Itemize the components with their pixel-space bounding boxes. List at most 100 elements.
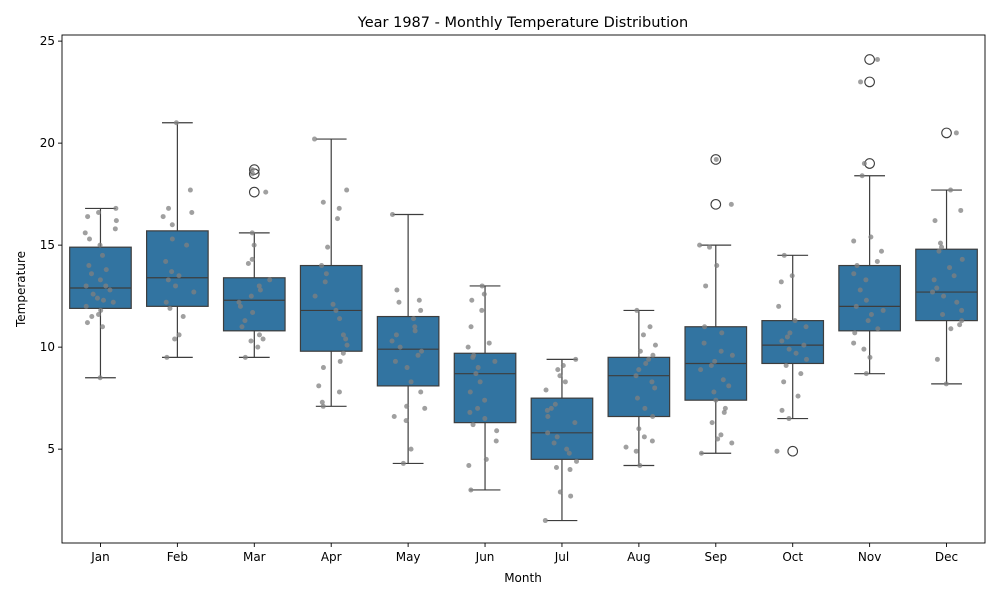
observation-point bbox=[393, 332, 399, 338]
box-sep bbox=[684, 154, 748, 454]
observation-point bbox=[316, 383, 322, 389]
observation-point bbox=[97, 375, 103, 381]
observation-point bbox=[320, 199, 326, 205]
iqr-box bbox=[222, 277, 286, 332]
observation-point bbox=[934, 285, 940, 291]
observation-point bbox=[555, 367, 561, 373]
observation-point bbox=[637, 348, 643, 354]
box-mar bbox=[222, 164, 286, 358]
x-tick-label: Dec bbox=[935, 550, 958, 564]
observation-point bbox=[110, 299, 116, 305]
observation-point bbox=[718, 348, 724, 354]
observation-point bbox=[256, 332, 262, 338]
box-jul bbox=[530, 358, 594, 522]
observation-point bbox=[852, 330, 858, 336]
observation-point bbox=[412, 328, 418, 334]
observation-point bbox=[482, 416, 488, 422]
outlier-point bbox=[941, 127, 952, 139]
observation-point bbox=[959, 256, 965, 262]
observation-point bbox=[96, 312, 102, 318]
box-aug bbox=[607, 309, 671, 467]
observation-point bbox=[640, 332, 646, 338]
observation-point bbox=[248, 293, 254, 299]
observation-point bbox=[479, 283, 485, 289]
outlier-point bbox=[710, 154, 722, 165]
observation-point bbox=[879, 248, 885, 254]
iqr-box bbox=[146, 230, 209, 307]
observation-point bbox=[86, 263, 92, 269]
iqr-box bbox=[376, 315, 440, 387]
observation-point bbox=[713, 397, 719, 403]
observation-point bbox=[323, 271, 329, 277]
observation-point bbox=[191, 289, 197, 295]
observation-point bbox=[82, 230, 88, 236]
observation-point bbox=[793, 350, 799, 356]
observation-point bbox=[419, 348, 425, 354]
observation-point bbox=[237, 303, 243, 309]
observation-point bbox=[481, 291, 487, 297]
observation-point bbox=[391, 414, 397, 420]
x-tick-label: Mar bbox=[243, 550, 266, 564]
observation-point bbox=[545, 430, 551, 436]
observation-point bbox=[392, 358, 398, 364]
observation-point bbox=[634, 395, 640, 401]
observation-point bbox=[551, 440, 557, 446]
observation-point bbox=[86, 236, 92, 242]
x-axis-title: Month bbox=[504, 571, 542, 585]
observation-point bbox=[875, 326, 881, 332]
observation-point bbox=[957, 322, 963, 328]
observation-point bbox=[255, 344, 261, 350]
observation-point bbox=[312, 136, 318, 142]
observation-point bbox=[479, 307, 485, 313]
observation-point bbox=[245, 260, 251, 266]
outlier-point bbox=[710, 198, 722, 210]
y-tick-label: 5 bbox=[47, 442, 55, 456]
observation-point bbox=[778, 279, 784, 285]
observation-point bbox=[98, 307, 104, 313]
observation-point bbox=[553, 465, 559, 471]
observation-point bbox=[863, 297, 869, 303]
observation-point bbox=[404, 365, 410, 371]
observation-point bbox=[709, 420, 715, 426]
observation-point bbox=[343, 336, 349, 342]
observation-point bbox=[781, 379, 787, 385]
observation-point bbox=[236, 299, 242, 305]
observation-point bbox=[649, 438, 655, 444]
observation-point bbox=[482, 397, 488, 403]
observation-point bbox=[468, 324, 474, 330]
observation-point bbox=[958, 207, 964, 213]
iqr-box bbox=[530, 397, 594, 460]
observation-point bbox=[722, 405, 728, 411]
x-tick-label: Nov bbox=[858, 550, 881, 564]
observation-point bbox=[567, 467, 573, 473]
observation-point bbox=[874, 56, 880, 62]
observation-point bbox=[103, 283, 109, 289]
observation-point bbox=[867, 354, 873, 360]
outlier-point bbox=[248, 186, 260, 198]
observation-point bbox=[389, 338, 395, 344]
observation-point bbox=[861, 161, 867, 167]
observation-point bbox=[169, 236, 175, 242]
box-apr bbox=[299, 138, 363, 407]
observation-point bbox=[795, 393, 801, 399]
observation-point bbox=[112, 226, 118, 232]
observation-point bbox=[774, 448, 780, 454]
y-tick-label: 20 bbox=[40, 136, 55, 150]
observation-point bbox=[542, 518, 548, 524]
observation-point bbox=[319, 399, 325, 405]
observation-point bbox=[786, 416, 792, 422]
observation-point bbox=[854, 263, 860, 269]
iqr-box bbox=[453, 352, 517, 424]
observation-point bbox=[943, 381, 949, 387]
observation-point bbox=[646, 356, 652, 362]
box-nov bbox=[838, 54, 901, 375]
observation-point bbox=[633, 448, 639, 454]
observation-point bbox=[930, 289, 936, 295]
observation-point bbox=[249, 167, 255, 173]
observation-point bbox=[562, 379, 568, 385]
observation-point bbox=[113, 218, 119, 224]
observation-point bbox=[713, 156, 719, 162]
observation-point bbox=[708, 363, 714, 369]
observation-point bbox=[475, 365, 481, 371]
observation-point bbox=[781, 252, 787, 258]
